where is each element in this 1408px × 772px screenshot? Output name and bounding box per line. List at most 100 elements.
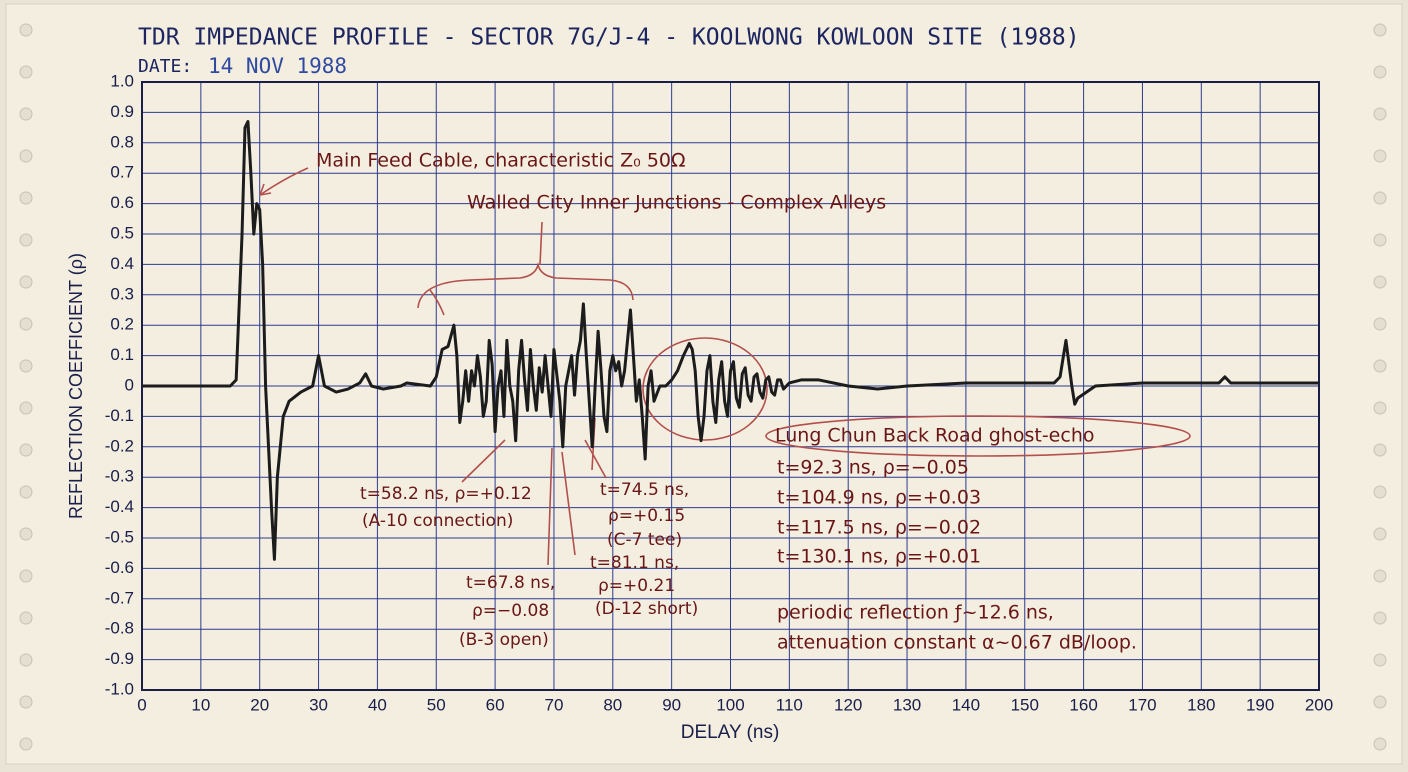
y-tick-label: -0.5 bbox=[105, 527, 134, 546]
y-tick-label: 0.1 bbox=[110, 345, 134, 364]
y-tick-label: 0.7 bbox=[110, 163, 134, 182]
hole bbox=[19, 233, 33, 247]
y-tick-label: 0.5 bbox=[110, 223, 134, 242]
annotation: (C-7 tee) bbox=[607, 530, 682, 550]
hole bbox=[1373, 107, 1387, 121]
annotation-marks bbox=[259, 167, 1191, 566]
annotation: attenuation constant α~0.67 dB/loop. bbox=[777, 632, 1137, 654]
hole bbox=[1373, 65, 1387, 79]
hole bbox=[1373, 695, 1387, 709]
y-tick-label: -0.8 bbox=[105, 619, 134, 638]
y-tick-label: 0.4 bbox=[110, 254, 134, 273]
y-tick-label: 0.9 bbox=[110, 102, 134, 121]
y-tick-label: -0.4 bbox=[105, 497, 134, 516]
y-tick-label: -0.6 bbox=[105, 558, 134, 577]
hole bbox=[19, 317, 33, 331]
annotation: ρ=+0.15 bbox=[608, 506, 685, 526]
hole bbox=[1373, 317, 1387, 331]
y-axis-label: REFLECTION COEFFICIENT (ρ) bbox=[66, 253, 86, 519]
y-tick-label: -0.9 bbox=[105, 649, 134, 668]
hole bbox=[19, 611, 33, 625]
hole bbox=[19, 149, 33, 163]
arrow bbox=[259, 167, 309, 196]
hole bbox=[19, 191, 33, 205]
annotation: periodic reflection ƒ~12.6 ns, bbox=[777, 602, 1054, 624]
trace-group bbox=[142, 120, 1319, 561]
x-tick-label: 90 bbox=[662, 695, 681, 714]
circle-highlight bbox=[765, 415, 1191, 457]
x-tick-label: 200 bbox=[1305, 695, 1333, 714]
annotation: t=67.8 ns, bbox=[466, 573, 555, 593]
hole bbox=[1373, 359, 1387, 373]
y-tick-label: 0.3 bbox=[110, 284, 134, 303]
y-tick-label: -0.7 bbox=[105, 588, 134, 607]
date-label: DATE: bbox=[138, 56, 192, 77]
x-tick-label: 0 bbox=[137, 695, 146, 714]
x-tick-label: 50 bbox=[427, 695, 446, 714]
x-tick-label: 40 bbox=[368, 695, 387, 714]
annotation: ρ=+0.21 bbox=[598, 576, 675, 596]
x-tick-label: 160 bbox=[1069, 695, 1097, 714]
trace-line bbox=[142, 120, 1319, 561]
hole bbox=[19, 65, 33, 79]
brace bbox=[417, 261, 634, 309]
y-tick-label: -0.2 bbox=[105, 436, 134, 455]
x-axis-label: DELAY (ns) bbox=[681, 722, 780, 743]
hole bbox=[19, 653, 33, 667]
arrow-head bbox=[259, 183, 272, 196]
y-tick-label: 1.0 bbox=[110, 71, 134, 90]
annotation: t=81.1 ns, bbox=[590, 553, 679, 573]
hole bbox=[19, 401, 33, 415]
x-tick-label: 80 bbox=[603, 695, 622, 714]
annotation: (B-3 open) bbox=[459, 630, 549, 650]
hole bbox=[1373, 149, 1387, 163]
x-tick-label: 190 bbox=[1246, 695, 1274, 714]
hole bbox=[1373, 23, 1387, 37]
annotation: t=104.9 ns, ρ=+0.03 bbox=[777, 487, 981, 509]
hole bbox=[19, 359, 33, 373]
x-tick-label: 120 bbox=[834, 695, 862, 714]
annotation: (D-12 short) bbox=[595, 599, 698, 619]
x-tick-label: 110 bbox=[776, 695, 803, 714]
leader bbox=[561, 451, 576, 556]
leader bbox=[461, 439, 506, 483]
circle-highlight bbox=[642, 337, 768, 441]
hole bbox=[1373, 401, 1387, 415]
hole bbox=[1373, 275, 1387, 289]
y-tick-label: 0 bbox=[125, 375, 134, 394]
hole bbox=[19, 737, 33, 751]
hole bbox=[19, 485, 33, 499]
annotation: Main Feed Cable, characteristic Z₀ 50Ω bbox=[316, 150, 686, 172]
x-tick-label: 140 bbox=[952, 695, 980, 714]
annotation: Walled City Inner Junctions - Complex Al… bbox=[467, 192, 886, 214]
grid: 1.0 0.9 0.8 0.7 0.6 0.5 0.4 0.3 0.2 0.1 0 -0.1 -0.2 -… bbox=[105, 71, 1333, 714]
x-tick-label: 70 bbox=[544, 695, 563, 714]
x-tick-label: 100 bbox=[716, 695, 744, 714]
hole bbox=[1373, 443, 1387, 457]
y-tick-label: -1.0 bbox=[105, 679, 134, 698]
annotation: t=130.1 ns, ρ=+0.01 bbox=[777, 546, 981, 568]
annotations: Main Feed Cable, characteristic Z₀ 50Ω Wa… bbox=[316, 150, 1137, 654]
annotation: t=74.5 ns, bbox=[600, 480, 689, 500]
y-tick-label: 0.2 bbox=[110, 315, 134, 334]
arrow bbox=[429, 289, 445, 316]
annotation: (A-10 connection) bbox=[362, 511, 513, 531]
hole bbox=[1373, 611, 1387, 625]
hole bbox=[1373, 737, 1387, 751]
leader bbox=[584, 439, 607, 479]
perforations bbox=[19, 23, 1387, 751]
annotation: ρ=−0.08 bbox=[472, 601, 549, 621]
x-tick-label: 180 bbox=[1187, 695, 1215, 714]
annotation: t=92.3 ns, ρ=−0.05 bbox=[777, 457, 969, 479]
x-tick-label: 170 bbox=[1128, 695, 1156, 714]
hole bbox=[1373, 191, 1387, 205]
y-tick-label: -0.1 bbox=[105, 406, 134, 425]
x-tick-label: 20 bbox=[250, 695, 269, 714]
x-tick-label: 30 bbox=[309, 695, 328, 714]
hole bbox=[1373, 485, 1387, 499]
hole bbox=[19, 23, 33, 37]
hole bbox=[1373, 569, 1387, 583]
annotation: Lung Chun Back Road ghost-echo bbox=[775, 425, 1094, 447]
hole bbox=[19, 443, 33, 457]
